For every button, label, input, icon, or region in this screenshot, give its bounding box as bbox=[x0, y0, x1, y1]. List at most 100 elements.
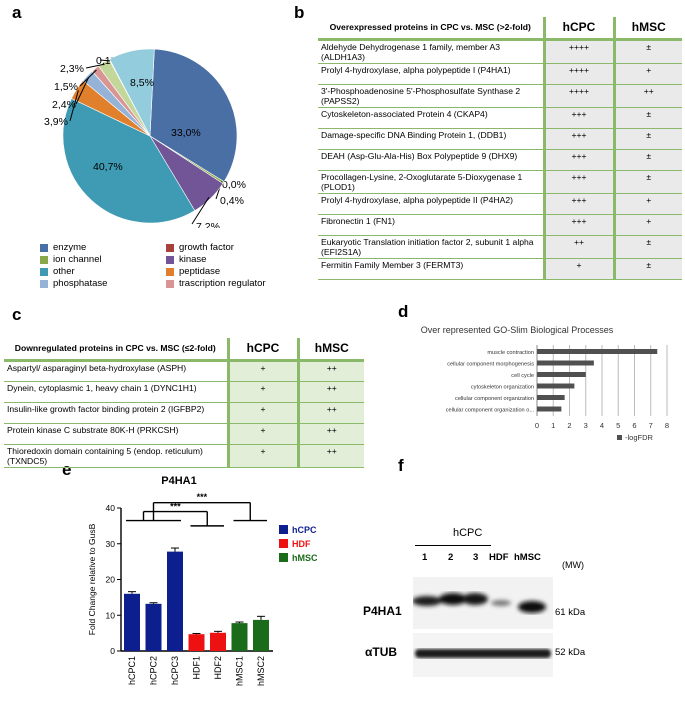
go-category-label: cellular component morphogenesis bbox=[447, 362, 534, 368]
legend-swatch bbox=[166, 255, 174, 264]
protein-name-cell: Dynein, cytoplasmic 1, heavy chain 1 (DY… bbox=[4, 381, 230, 403]
wb-lane-label: 1 bbox=[422, 552, 428, 563]
p4ha1-y-tick-label: 30 bbox=[106, 539, 116, 549]
protein-name-cell: DEAH (Asp-Glu-Ala-His) Box Polypeptide 9… bbox=[318, 149, 546, 171]
table-row: Aspartyl/ asparaginyl beta-hydroxylase (… bbox=[4, 360, 364, 382]
panel-label-b: b bbox=[294, 3, 305, 22]
table-row: Cytoskeleton-associated Protein 4 (CKAP4… bbox=[318, 107, 682, 129]
panel-label-e: e bbox=[62, 460, 72, 479]
hcpc-value-cell: ++++ bbox=[544, 39, 616, 64]
wb-mw-header: (MW) bbox=[562, 560, 584, 570]
pie-legend-item: peptidase bbox=[166, 266, 220, 277]
pie-leader-line bbox=[85, 63, 105, 69]
protein-name-cell: Procollagen-Lysine, 2-Oxoglutarate 5-Dio… bbox=[318, 170, 546, 194]
legend-label: peptidase bbox=[179, 266, 221, 277]
table-header-hcpc: hCPC bbox=[544, 17, 616, 41]
p4ha1-legend-label: hMSC bbox=[292, 553, 318, 563]
legend-label: growth factor bbox=[179, 242, 234, 253]
pie-legend-item: growth factor bbox=[166, 242, 234, 253]
wb-group-line bbox=[415, 545, 491, 546]
go-chart-title: Over represented GO-Slim Biological Proc… bbox=[421, 325, 614, 335]
hmsc-value-cell: ± bbox=[614, 107, 682, 129]
go-tick-label: 4 bbox=[600, 421, 604, 430]
pie-legend-item: other bbox=[40, 266, 75, 277]
go-bar bbox=[537, 383, 575, 389]
hcpc-value-cell: +++ bbox=[544, 214, 616, 236]
pie-chart: 33,0%0,0%0,4%7,2%40,7%3,9%2,4%1,5%2,3%0,… bbox=[44, 48, 246, 228]
go-tick-label: 3 bbox=[584, 421, 588, 430]
go-bar bbox=[537, 372, 586, 377]
go-bar bbox=[537, 360, 594, 366]
hmsc-value-cell: ++ bbox=[298, 444, 364, 468]
pie-data-label: 8,5% bbox=[130, 77, 154, 89]
wb-protein-label-p4ha1: P4HA1 bbox=[363, 604, 402, 618]
p4ha1-x-tick-label: HDF2 bbox=[213, 656, 223, 680]
p4ha1-legend-label: hCPC bbox=[292, 525, 317, 535]
pie-data-label: 40,7% bbox=[93, 161, 123, 173]
pie-data-label: 2,3% bbox=[60, 63, 84, 75]
wb-lane-label: 2 bbox=[448, 552, 454, 563]
panel-label-f: f bbox=[398, 456, 404, 475]
hmsc-value-cell: ++ bbox=[298, 423, 364, 445]
p4ha1-x-tick-label: hMSC2 bbox=[256, 656, 266, 686]
pie-legend-item: trascription regulator bbox=[166, 278, 266, 289]
pie-legend: enzyme growth factor ion channel kinase … bbox=[40, 242, 290, 292]
pie-slice-other bbox=[62, 98, 196, 224]
hmsc-value-cell: ± bbox=[614, 128, 682, 150]
hmsc-value-cell: ++ bbox=[298, 402, 364, 424]
p4ha1-y-tick-label: 20 bbox=[106, 575, 116, 585]
hcpc-value-cell: + bbox=[228, 444, 300, 468]
pie-data-label: 2,4% bbox=[52, 99, 76, 111]
p4ha1-y-tick-label: 0 bbox=[110, 646, 115, 656]
hmsc-value-cell: ++ bbox=[298, 360, 364, 382]
hmsc-value-cell: ± bbox=[614, 235, 682, 259]
p4ha1-x-tick-label: hMSC1 bbox=[235, 656, 245, 686]
p4ha1-x-tick-label: HDF1 bbox=[192, 656, 202, 680]
hmsc-value-cell: + bbox=[614, 193, 682, 215]
hmsc-value-cell: ± bbox=[614, 170, 682, 194]
wb-blot-image bbox=[413, 577, 553, 677]
wb-protein-label-atub: αTUB bbox=[365, 645, 398, 659]
hcpc-value-cell: +++ bbox=[544, 193, 616, 215]
table-header-row: Overexpressed proteins in CPC vs. MSC (>… bbox=[318, 17, 682, 41]
p4ha1-x-tick-label: hCPC2 bbox=[149, 656, 159, 685]
legend-swatch bbox=[166, 279, 174, 288]
wb-mw-label: 61 kDa bbox=[555, 607, 586, 618]
table-row: Procollagen-Lysine, 2-Oxoglutarate 5-Dio… bbox=[318, 170, 682, 194]
table-row: Thioredoxin domain containing 5 (endop. … bbox=[4, 444, 364, 468]
go-tick-label: 2 bbox=[567, 421, 571, 430]
panel-label-d: d bbox=[398, 302, 409, 321]
protein-name-cell: Aspartyl/ asparaginyl beta-hydroxylase (… bbox=[4, 360, 230, 382]
go-legend-swatch bbox=[617, 435, 622, 440]
panel-label-c: c bbox=[12, 305, 22, 324]
table-row: Dynein, cytoplasmic 1, heavy chain 1 (DY… bbox=[4, 381, 364, 403]
protein-name-cell: Protein kinase C substrate 80K-H (PRKCSH… bbox=[4, 423, 230, 445]
table-row: Fibronectin 1 (FN1) +++ + bbox=[318, 214, 682, 236]
p4ha1-legend-swatch bbox=[279, 553, 288, 562]
go-tick-label: 7 bbox=[649, 421, 653, 430]
table-header-hmsc: hMSC bbox=[614, 17, 682, 41]
go-tick-label: 8 bbox=[665, 421, 669, 430]
table-row: Eukaryotic Translation initiation factor… bbox=[318, 235, 682, 259]
table-header-hcpc: hCPC bbox=[228, 338, 300, 362]
go-tick-label: 1 bbox=[551, 421, 555, 430]
protein-name-cell: Eukaryotic Translation initiation factor… bbox=[318, 235, 546, 259]
table-row: Aldehyde Dehydrogenase 1 family, member … bbox=[318, 39, 682, 64]
pie-leader-line bbox=[79, 69, 97, 87]
legend-label: trascription regulator bbox=[179, 278, 266, 289]
protein-name-cell: Prolyl 4-hydroxylase, alpha polypeptide … bbox=[318, 193, 546, 215]
hmsc-value-cell: ++ bbox=[614, 84, 682, 108]
legend-label: ion channel bbox=[53, 254, 102, 265]
pie-leader-line bbox=[69, 90, 79, 122]
hmsc-value-cell: + bbox=[614, 214, 682, 236]
go-category-label: cell cycle bbox=[511, 373, 534, 379]
hcpc-value-cell: ++++ bbox=[544, 63, 616, 85]
legend-label: kinase bbox=[179, 254, 207, 265]
p4ha1-bar bbox=[124, 593, 140, 651]
panel-label-a: a bbox=[12, 3, 22, 22]
go-category-label: cytoskeleton organization bbox=[471, 385, 534, 391]
wb-lane-label: 3 bbox=[473, 552, 479, 563]
hmsc-value-cell: ± bbox=[614, 258, 682, 280]
legend-swatch bbox=[166, 267, 174, 276]
go-category-label: muscle contraction bbox=[487, 350, 534, 356]
